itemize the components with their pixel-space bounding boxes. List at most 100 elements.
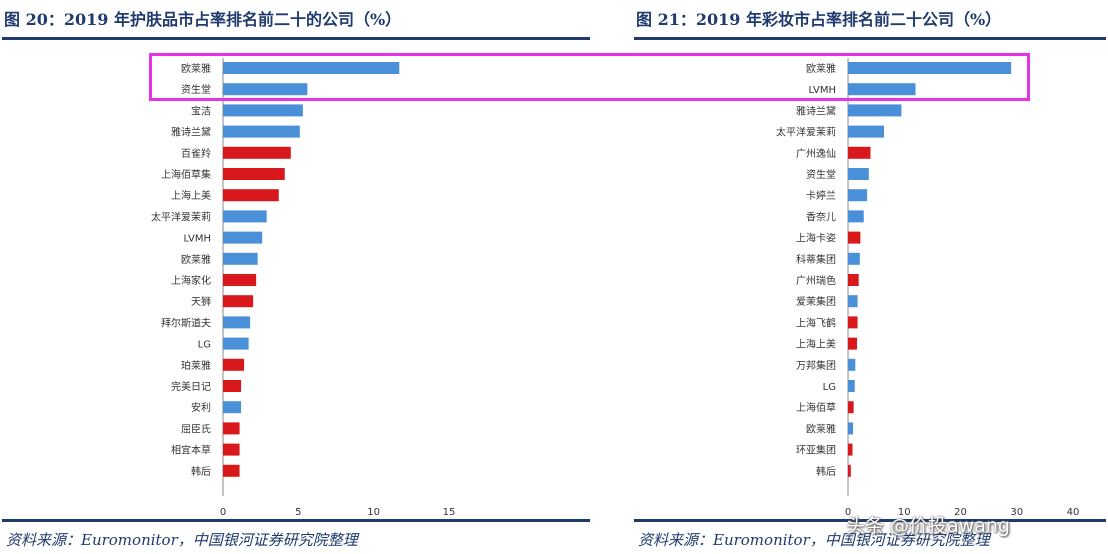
bar [848,210,864,223]
title-divider [634,37,1106,40]
bar [848,168,869,180]
category-label: 香奈儿 [806,210,836,223]
bar [223,422,240,435]
category-label: 上海家化 [171,274,211,287]
category-label: LG [823,382,836,393]
category-label: 上海佰草集 [161,168,211,181]
bar [848,337,857,350]
category-label: 雅诗兰黛 [796,104,836,117]
category-label: 欧莱雅 [181,253,211,266]
category-label: 广州逸仙 [796,147,836,160]
x-tick-label: 0 [220,507,226,518]
x-tick-label: 15 [443,507,456,518]
category-label: 相宜本草 [171,444,211,457]
bar [848,252,860,265]
chart-title: 图 20：2019 年护肤品市占率排名前二十的公司（%） [4,10,402,29]
category-label: 万邦集团 [796,359,836,372]
category-label: 雅诗兰黛 [171,126,211,139]
skincare-bar-chart: 欧莱雅资生堂宝洁雅诗兰黛百雀羚上海佰草集上海上美太平洋爱茉莉LVMH欧莱雅上海家… [151,58,456,518]
category-label: 韩后 [191,465,211,478]
bar [848,401,854,414]
bar [848,316,858,329]
bar [848,422,854,435]
bar [848,104,902,117]
category-label: 太平洋爱茉莉 [776,126,836,139]
category-label: 上海上美 [171,189,211,202]
x-tick-label: 0 [845,507,851,518]
category-label: LVMH [184,234,211,245]
bar [848,125,884,138]
top-two-highlight-box [149,53,1030,101]
x-tick-label: 30 [1010,507,1023,518]
bar [848,231,861,244]
category-label: 欧莱雅 [181,62,211,75]
bar [223,401,242,414]
source-divider [634,519,1106,522]
makeup-bar-chart: 欧莱雅 LVMH 雅诗兰黛太平洋爱茉莉广州逸仙资生堂卡婷兰香奈儿上海卡姿科蒂集团广州… [776,58,1080,518]
category-label: 屈臣氏 [181,423,211,435]
category-label: 上海上美 [796,338,836,351]
x-tick-label: 40 [1067,507,1080,518]
category-label: 安利 [191,401,211,414]
bar [223,337,249,350]
category-label: LVMH [809,85,836,96]
bar [223,168,285,180]
bar [223,104,303,117]
bar [223,443,240,456]
chart-title: 图 21：2019 年彩妆市占率排名前二十公司（%） [636,10,1002,29]
category-label: 韩后 [816,465,836,478]
bar [223,252,258,265]
category-label: 资生堂 [806,168,836,181]
bar [848,274,859,286]
bar [848,380,855,392]
category-label: 科蒂集团 [796,253,836,266]
left-chart-panel: 图 20：2019 年护肤品市占率排名前二十的公司（%） 欧莱雅 资生堂 宝洁 雅诗兰… [2,10,590,549]
bar [223,125,300,138]
bar [223,62,400,74]
bar [223,316,251,329]
category-label: 拜尔斯道夫 [161,316,211,329]
watermark: 头条 @价投awang [846,515,1010,537]
bar [848,464,851,477]
bar [848,443,853,456]
bar [223,231,263,244]
right-chart-panel: 图 21：2019 年彩妆市占率排名前二十公司（%） 欧莱雅 LVMH 雅诗兰黛太平… [632,0,1108,554]
title-divider [2,37,590,40]
bar [848,295,858,308]
bar [223,189,279,202]
bar [223,358,245,371]
source-divider [2,519,590,522]
category-label: 欧莱雅 [806,422,836,435]
bar [848,189,868,202]
category-label: 卡婷兰 [806,189,836,202]
category-label: 天狮 [191,295,211,308]
category-label: 环亚集团 [796,444,836,457]
bar [223,210,267,223]
category-label: 宝洁 [191,104,211,117]
x-tick-label: 5 [295,507,301,518]
bar [223,295,254,308]
x-tick-label: 10 [898,507,911,518]
bar [848,83,916,96]
bar [848,146,871,159]
source-note: 资料来源：Euromonitor，中国银河证券研究院整理 [6,531,358,549]
category-label: 上海卡姿 [796,232,836,245]
category-label: 资生堂 [181,83,211,96]
bar [223,464,240,477]
category-label: LG [198,340,211,351]
category-label: 上海佰草 [796,401,836,414]
x-tick-label: 20 [954,507,967,518]
category-label: 百雀羚 [181,147,211,160]
bar [223,83,308,96]
category-label: 爱茉集团 [796,295,836,308]
bar [848,62,1012,74]
bar [223,274,257,286]
bar [223,380,242,392]
source-note: 资料来源：Euromonitor，中国银河证券研究院整理 [638,531,990,549]
category-label: 太平洋爱茉莉 [151,210,211,223]
category-label: 广州瑞色 [796,274,836,287]
category-label: 欧莱雅 [806,62,836,75]
category-label: 珀莱雅 [181,359,211,372]
bar [848,358,856,371]
category-label: 完美日记 [171,380,211,393]
